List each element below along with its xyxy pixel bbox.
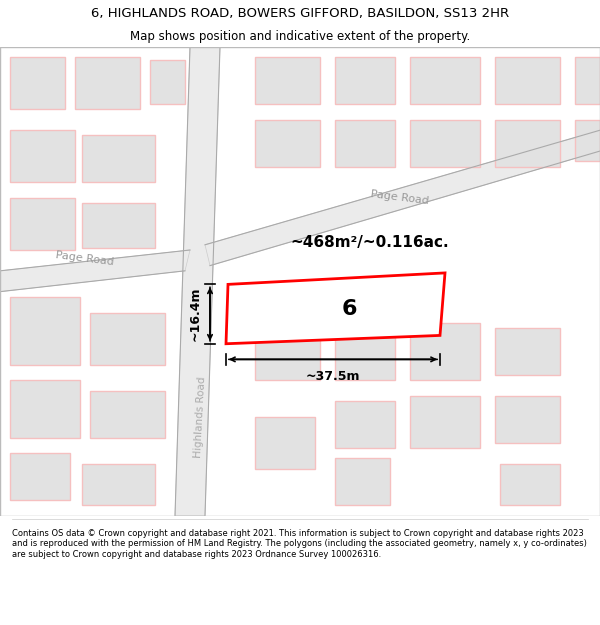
Polygon shape xyxy=(335,401,395,448)
Polygon shape xyxy=(495,396,560,442)
Polygon shape xyxy=(82,136,155,182)
Polygon shape xyxy=(10,198,75,250)
Polygon shape xyxy=(335,328,395,380)
Polygon shape xyxy=(10,297,80,364)
Polygon shape xyxy=(575,58,600,104)
Text: Page Road: Page Road xyxy=(370,189,430,206)
Text: ~468m²/~0.116ac.: ~468m²/~0.116ac. xyxy=(290,235,449,250)
Polygon shape xyxy=(335,58,395,104)
Text: Contains OS data © Crown copyright and database right 2021. This information is : Contains OS data © Crown copyright and d… xyxy=(12,529,587,559)
Polygon shape xyxy=(205,130,600,266)
Polygon shape xyxy=(335,458,390,505)
Polygon shape xyxy=(226,273,445,344)
Polygon shape xyxy=(335,120,395,167)
Text: ~37.5m: ~37.5m xyxy=(306,370,360,382)
Polygon shape xyxy=(575,120,600,161)
Polygon shape xyxy=(10,453,70,500)
Polygon shape xyxy=(410,323,480,380)
Text: Page Road: Page Road xyxy=(55,250,115,267)
Polygon shape xyxy=(255,120,320,167)
Polygon shape xyxy=(150,61,185,104)
Polygon shape xyxy=(175,47,220,516)
Text: ~16.4m: ~16.4m xyxy=(189,287,202,341)
Polygon shape xyxy=(10,130,75,182)
Polygon shape xyxy=(75,58,140,109)
Polygon shape xyxy=(495,120,560,167)
Text: 6: 6 xyxy=(342,299,358,319)
Polygon shape xyxy=(255,417,315,469)
Text: Highlands Road: Highlands Road xyxy=(193,376,207,458)
Polygon shape xyxy=(82,203,155,248)
Polygon shape xyxy=(10,380,80,438)
Polygon shape xyxy=(410,396,480,448)
Polygon shape xyxy=(90,312,165,364)
Polygon shape xyxy=(410,58,480,104)
Polygon shape xyxy=(90,391,165,438)
Polygon shape xyxy=(495,58,560,104)
Polygon shape xyxy=(500,464,560,505)
Polygon shape xyxy=(255,58,320,104)
Polygon shape xyxy=(255,323,320,380)
Polygon shape xyxy=(410,120,480,167)
Text: Map shows position and indicative extent of the property.: Map shows position and indicative extent… xyxy=(130,30,470,43)
Polygon shape xyxy=(82,464,155,505)
Polygon shape xyxy=(10,58,65,109)
Polygon shape xyxy=(495,328,560,375)
Polygon shape xyxy=(0,250,190,292)
Text: 6, HIGHLANDS ROAD, BOWERS GIFFORD, BASILDON, SS13 2HR: 6, HIGHLANDS ROAD, BOWERS GIFFORD, BASIL… xyxy=(91,7,509,19)
